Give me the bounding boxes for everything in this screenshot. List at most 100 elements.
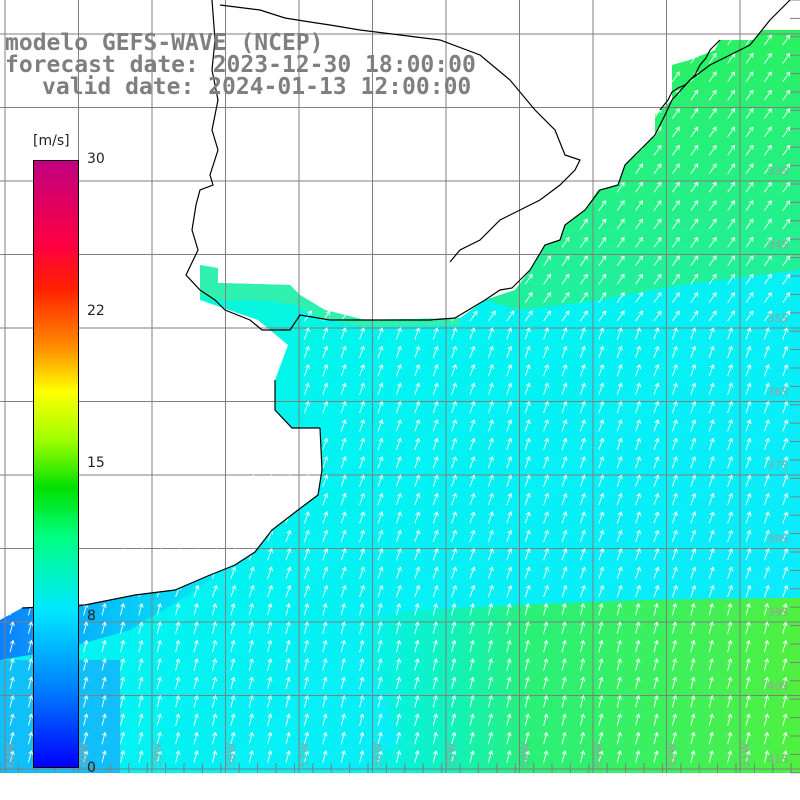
wind-arrow-head <box>599 437 605 443</box>
wind-arrow-head <box>509 310 515 316</box>
wind-arrow-head <box>249 658 254 663</box>
wind-arrow-head <box>581 456 586 461</box>
wind-arrow <box>340 456 346 469</box>
wind-arrow <box>561 530 567 542</box>
wind-arrow <box>616 548 622 561</box>
wind-arrow-head <box>506 731 512 737</box>
wind-arrow-head <box>546 273 551 279</box>
wind-arrow-head <box>581 584 586 590</box>
wind-arrow <box>524 364 530 377</box>
wind-arrow-head <box>599 382 605 388</box>
wind-arrow-head <box>469 694 475 700</box>
wind-arrow <box>340 419 346 432</box>
wind-arrow <box>763 364 769 377</box>
wind-arrow-head <box>730 200 735 205</box>
wind-arrow-head <box>691 456 697 461</box>
wind-arrow-head <box>543 621 549 627</box>
wind-arrow-head <box>378 566 384 572</box>
wind-arrow <box>616 622 621 634</box>
wind-arrow-head <box>783 419 789 425</box>
wind-arrow-head <box>599 327 605 333</box>
wind-arrow-head <box>230 731 236 737</box>
wind-arrow-head <box>525 456 531 461</box>
wind-arrow-head <box>653 639 659 645</box>
wind-arrow-head <box>749 273 754 279</box>
wind-arrow-head <box>305 492 310 498</box>
wind-arrow-head <box>9 713 15 719</box>
wind-arrow <box>579 622 584 634</box>
wind-arrow <box>156 530 162 542</box>
wind-arrow-head <box>525 750 530 755</box>
wind-arrow-head <box>83 731 89 737</box>
wind-arrow-head <box>396 676 402 682</box>
wind-arrow <box>359 364 365 377</box>
wind-arrow <box>340 603 345 616</box>
wind-arrow-head <box>506 750 512 755</box>
wind-arrow <box>727 53 735 64</box>
wind-arrow <box>579 438 585 450</box>
wind-arrow-head <box>673 419 678 425</box>
wind-arrow <box>377 603 382 616</box>
wind-arrow <box>524 603 529 616</box>
wind-arrow-head <box>690 750 696 755</box>
wind-arrow <box>543 622 548 634</box>
wind-arrow-head <box>783 437 789 443</box>
wind-arrow <box>451 695 456 708</box>
wind-arrow <box>267 475 273 487</box>
wind-arrow-head <box>583 200 588 205</box>
wind-arrow <box>506 310 515 322</box>
wind-arrow-head <box>470 548 476 553</box>
wind-arrow <box>690 750 695 763</box>
wind-arrow <box>248 677 253 690</box>
wind-arrow-head <box>304 694 310 700</box>
wind-arrow <box>727 327 733 340</box>
wind-arrow-head <box>322 694 328 700</box>
wind-arrow-head <box>709 713 714 719</box>
wind-arrow <box>83 750 88 763</box>
wind-arrow <box>580 200 588 211</box>
wind-arrow <box>672 310 680 322</box>
lon-label: 51W <box>739 742 752 767</box>
wind-arrow <box>101 750 106 763</box>
wind-arrow-head <box>139 584 145 590</box>
wind-arrow-head <box>746 492 752 498</box>
wind-arrow <box>230 658 235 671</box>
wind-arrow <box>193 622 198 634</box>
wind-arrow-head <box>617 419 623 425</box>
wind-arrow-head <box>675 126 680 132</box>
wind-arrow <box>156 585 162 598</box>
sea-south-green <box>350 598 800 773</box>
wind-arrow-head <box>693 163 699 169</box>
wind-arrow-head <box>433 676 438 682</box>
wind-arrow-head <box>469 602 475 608</box>
wind-arrow-head <box>305 511 310 517</box>
wind-arrow <box>414 677 419 690</box>
wind-arrow-head <box>727 658 733 663</box>
wind-arrow-head <box>581 511 586 517</box>
wind-arrow <box>359 310 367 322</box>
wind-arrow-head <box>673 382 678 388</box>
wind-arrow <box>285 658 290 671</box>
wind-arrow <box>506 401 512 414</box>
wind-arrow <box>635 292 643 303</box>
wind-arrow-head <box>433 492 439 498</box>
wind-arrow-head <box>657 200 662 205</box>
wind-arrow <box>782 732 787 745</box>
wind-arrow-head <box>323 529 329 535</box>
wind-arrow-head <box>414 621 420 627</box>
wind-arrow-head <box>230 602 236 608</box>
wind-arrow-head <box>285 639 291 645</box>
wind-arrow-head <box>746 456 752 461</box>
wind-arrow <box>138 714 143 726</box>
wind-arrow <box>138 732 143 745</box>
wind-arrow-head <box>673 437 678 443</box>
wind-arrow <box>653 182 662 193</box>
wind-arrow-head <box>249 511 255 517</box>
wind-arrow-head <box>654 492 660 498</box>
wind-arrow <box>432 677 437 690</box>
wind-arrow-head <box>654 548 660 553</box>
wind-arrow <box>451 511 457 524</box>
wind-arrow <box>579 475 585 487</box>
wind-arrow-head <box>690 731 696 737</box>
wind-arrow <box>524 310 533 322</box>
